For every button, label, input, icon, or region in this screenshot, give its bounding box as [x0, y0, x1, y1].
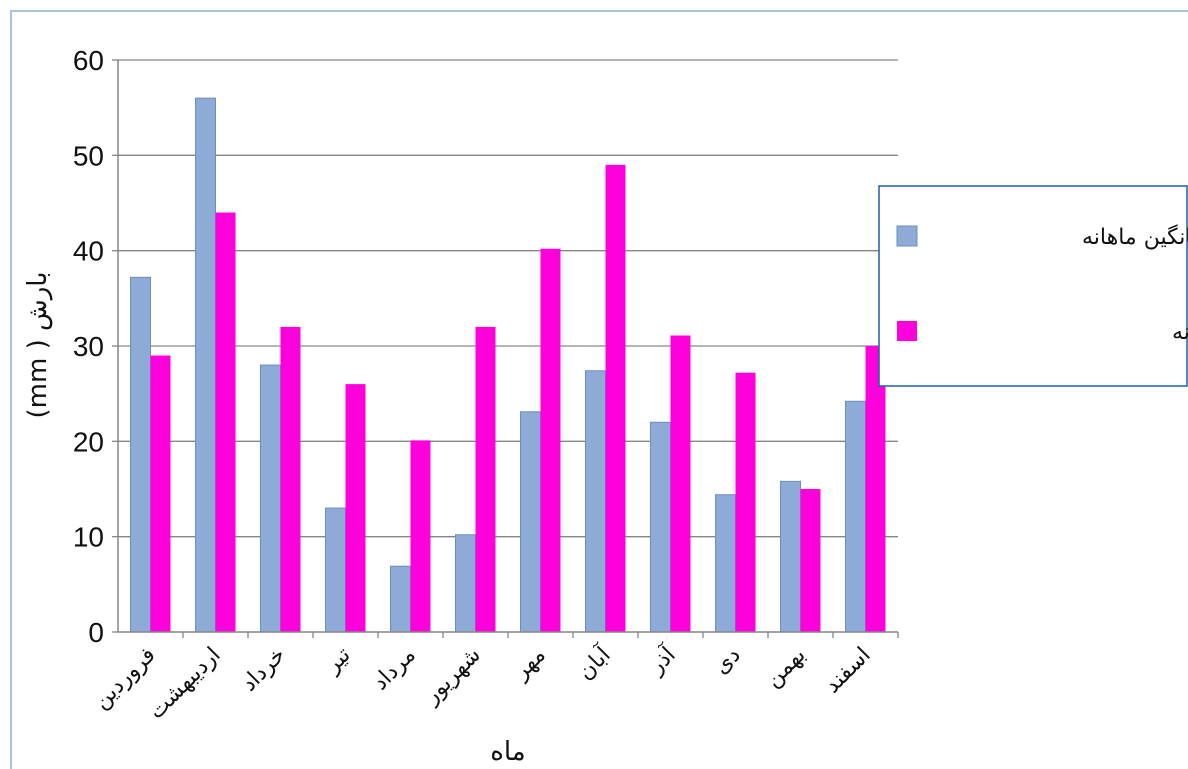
monthly-average-bar — [130, 276, 151, 633]
max-daily-bar — [540, 248, 561, 632]
max-daily-bar — [215, 212, 236, 633]
legend-label-max-daily: حداکثر بارندگی روزانه — [1172, 319, 1188, 345]
max-daily-bar — [280, 326, 301, 632]
y-tick-label: 0 — [88, 617, 104, 648]
max-daily-bar — [735, 372, 756, 632]
monthly-average-bar — [390, 565, 411, 633]
max-daily-bar — [670, 335, 691, 632]
gridlines — [118, 59, 898, 538]
max-daily-bar — [410, 440, 431, 632]
y-tick-label: 30 — [73, 331, 104, 362]
x-tick-label: مرداد — [368, 643, 421, 696]
x-tick-label: اردیبهشت — [144, 643, 226, 725]
bars — [130, 97, 886, 633]
y-tick-label: 50 — [73, 140, 104, 171]
monthly-average-bar — [780, 480, 801, 633]
monthly-average-bar — [715, 494, 736, 633]
max-daily-bar — [150, 355, 171, 632]
monthly-average-bar — [650, 421, 671, 633]
x-axis-title: ماه — [490, 737, 525, 767]
monthly-average-bar — [325, 507, 346, 633]
monthly-average-bar — [260, 364, 281, 633]
y-tick-label: 60 — [73, 45, 104, 76]
y-axis-title: بارش ( mm) — [23, 272, 53, 419]
x-tick-label: شهریور — [419, 643, 486, 710]
monthly-average-bar — [520, 411, 541, 633]
x-tick-label: تیر — [320, 643, 356, 679]
y-tick-label: 40 — [73, 236, 104, 267]
monthly-average-bar — [195, 97, 216, 633]
max-daily-bar — [605, 164, 626, 632]
y-tick-labels: 0 10 20 30 40 50 60 — [73, 45, 118, 648]
y-tick-label: 20 — [73, 426, 104, 457]
monthly-average-bar — [455, 534, 476, 633]
monthly-average-bar — [585, 370, 606, 633]
x-tick-label: آذر — [642, 641, 681, 680]
legend-swatch-monthly-average — [896, 225, 918, 247]
legend-box — [878, 185, 1188, 387]
monthly-average-bar — [845, 400, 866, 633]
max-daily-bar — [345, 384, 366, 632]
x-tick-label: مهر — [508, 643, 550, 685]
x-tick-label: اسفند — [820, 643, 876, 699]
x-tick-label: بهمن — [761, 643, 811, 693]
x-tick-label: خرداد — [237, 643, 291, 697]
x-tick-label: دی — [709, 643, 746, 680]
legend-label-monthly-average: میانگین ماهانه — [1082, 224, 1188, 250]
legend: میانگین ماهانه حداکثر بارندگی روزانه — [878, 185, 1188, 387]
max-daily-bar — [475, 326, 496, 632]
max-daily-bar — [800, 489, 821, 632]
x-tick-label: آبان — [572, 641, 617, 686]
max-daily-bar — [865, 346, 886, 632]
y-tick-label: 10 — [73, 522, 104, 553]
legend-swatch-max-daily — [897, 321, 917, 341]
